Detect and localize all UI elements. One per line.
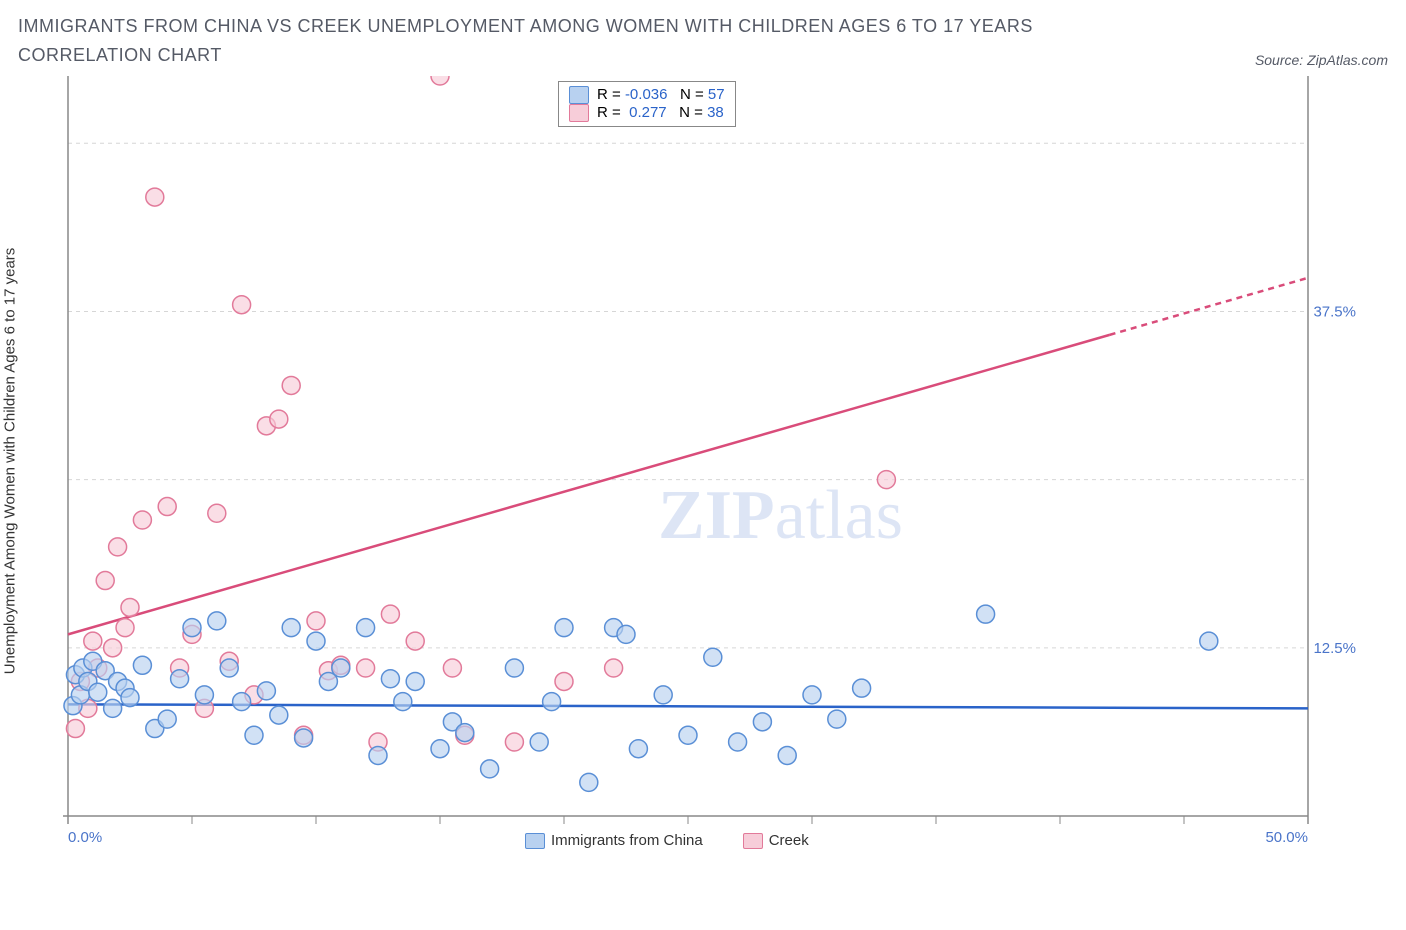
svg-text:0.0%: 0.0% <box>68 829 102 846</box>
series-legend-item: Creek <box>743 832 809 849</box>
legend-stat: R = 0.277 N = 38 <box>597 104 724 121</box>
legend-swatch-icon <box>569 104 589 122</box>
legend-row: R = -0.036 N = 57 <box>569 86 725 104</box>
series-legend-item: Immigrants from China <box>525 832 703 849</box>
svg-text:37.5%: 37.5% <box>1313 303 1356 320</box>
legend-swatch-icon <box>569 86 589 104</box>
legend-box: R = -0.036 N = 57R = 0.277 N = 38 <box>558 81 736 127</box>
y-axis-label: Unemployment Among Women with Children A… <box>2 247 19 674</box>
legend-stat: R = -0.036 N = 57 <box>597 86 725 103</box>
svg-text:12.5%: 12.5% <box>1313 639 1356 656</box>
x-axis-legend: Immigrants from China Creek <box>525 832 809 849</box>
legend-row: R = 0.277 N = 38 <box>569 104 725 122</box>
chart-title: IMMIGRANTS FROM CHINA VS CREEK UNEMPLOYM… <box>18 12 1118 70</box>
source-credit: Source: ZipAtlas.com <box>1255 52 1388 68</box>
svg-text:50.0%: 50.0% <box>1265 829 1308 846</box>
scatter-plot: Unemployment Among Women with Children A… <box>18 76 1388 846</box>
